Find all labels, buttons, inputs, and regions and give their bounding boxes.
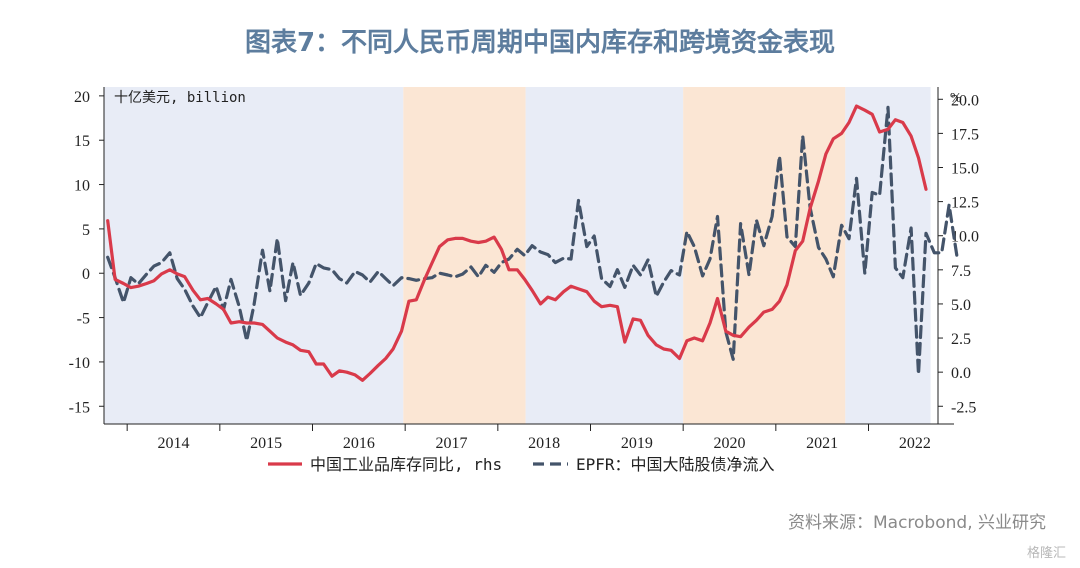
x-tick-label: 2022: [899, 435, 931, 452]
period-band-5: [845, 87, 931, 424]
x-tick-label: 2018: [528, 435, 560, 452]
left-tick-label: 20: [74, 89, 90, 106]
left-tick-label: -5: [77, 311, 90, 328]
left-tick-label: 5: [82, 222, 90, 239]
right-tick-label: 10.0: [951, 229, 979, 246]
source-note: 资料来源：Macrobond, 兴业研究: [787, 513, 1046, 533]
x-axis: 2014 2015 2016 2017 2018 2019 2020 2021 2022: [126, 424, 931, 452]
period-band-3: [525, 87, 684, 424]
watermark-logo: 格隆汇: [1026, 546, 1066, 561]
series-group: [106, 104, 960, 382]
right-tick-label: 12.5: [951, 195, 979, 212]
plot-frame: [103, 87, 954, 425]
left-tick-label: -10: [69, 355, 90, 372]
right-tick-label: 7.5: [951, 263, 971, 280]
x-tick-label: 2021: [806, 435, 838, 452]
right-tick-label: 5.0: [951, 297, 971, 314]
right-tick-label: 17.5: [951, 126, 979, 143]
left-axis-unit: 十亿美元, billion: [114, 90, 246, 106]
x-tick-label: 2014: [158, 435, 190, 452]
right-axis-unit: %: [950, 91, 962, 106]
right-tick-label: -2.5: [951, 399, 976, 416]
left-tick-label: 0: [82, 266, 90, 283]
right-tick-label: 0.0: [951, 365, 971, 382]
background-bands: [104, 87, 931, 424]
right-axis: 20.0 17.5 15.0 12.5 10.0 7.5 5.0 2.5 0.0 -2.5: [938, 92, 979, 416]
x-tick-label: 2015: [250, 435, 282, 452]
epfr-flow-line: [106, 105, 960, 376]
legend-label-epfr: EPFR：中国大陆股债净流入: [576, 455, 775, 474]
chart-title: 图表7：不同人民币周期中国内库存和跨境资金表现: [244, 28, 836, 58]
legend: 中国工业品库存同比, rhs EPFR：中国大陆股债净流入: [268, 455, 775, 474]
period-band-1: [104, 87, 404, 424]
left-tick-label: -15: [69, 399, 90, 416]
inventory-line: [106, 104, 928, 382]
x-tick-label: 2017: [436, 435, 468, 452]
x-tick-label: 2019: [621, 435, 653, 452]
x-tick-label: 2016: [343, 435, 375, 452]
left-tick-label: 10: [74, 178, 90, 195]
x-tick-label: 2020: [714, 435, 746, 452]
right-tick-label: 15.0: [951, 160, 979, 177]
right-tick-label: 20.0: [951, 92, 979, 109]
period-band-4: [683, 87, 846, 424]
legend-label-inventory: 中国工业品库存同比, rhs: [310, 455, 502, 474]
period-band-2: [403, 87, 526, 424]
right-tick-label: 2.5: [951, 331, 971, 348]
left-axis: 20 15 10 5 0 -5 -10 -15: [69, 89, 104, 416]
left-tick-label: 15: [74, 133, 90, 150]
